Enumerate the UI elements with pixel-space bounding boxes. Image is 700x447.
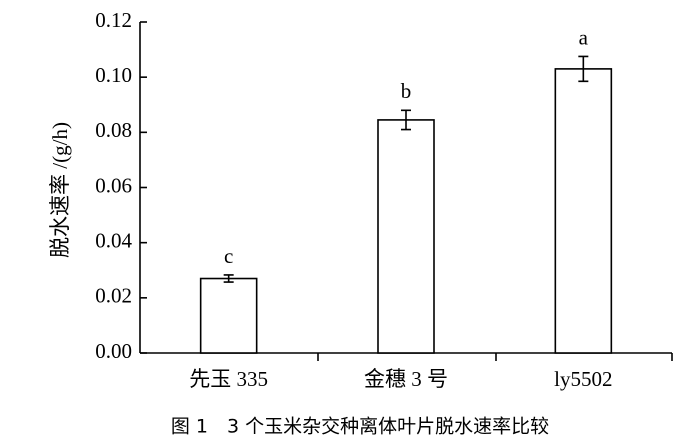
y-tick-label: 0.04 [95,228,132,252]
bar [554,68,613,354]
y-axis-label: 脱水速率 /(g/h) [48,122,72,258]
y-tick-label: 0.06 [95,173,132,197]
x-tick-label: 先玉 335 [189,367,268,391]
caption: 图 1 3 个玉米杂交种离体叶片脱水速率比较 [171,416,549,438]
x-tick-label: 金穗 3 号 [364,367,448,391]
bar [199,277,258,354]
y-tick-label: 0.08 [95,118,132,142]
error-bar [223,274,234,283]
annotation: c [224,244,233,268]
y-tick-label: 0.02 [95,284,132,308]
y-tick-label: 0.10 [95,63,132,87]
error-bar [401,109,411,131]
y-tick-label: 0.12 [95,8,132,32]
y-tick-label: 0.00 [95,339,132,363]
annotation: a [579,25,589,49]
x-tick-label: ly5502 [554,367,612,391]
annotation: b [401,79,412,103]
bar [377,119,435,354]
error-bar [578,55,589,83]
